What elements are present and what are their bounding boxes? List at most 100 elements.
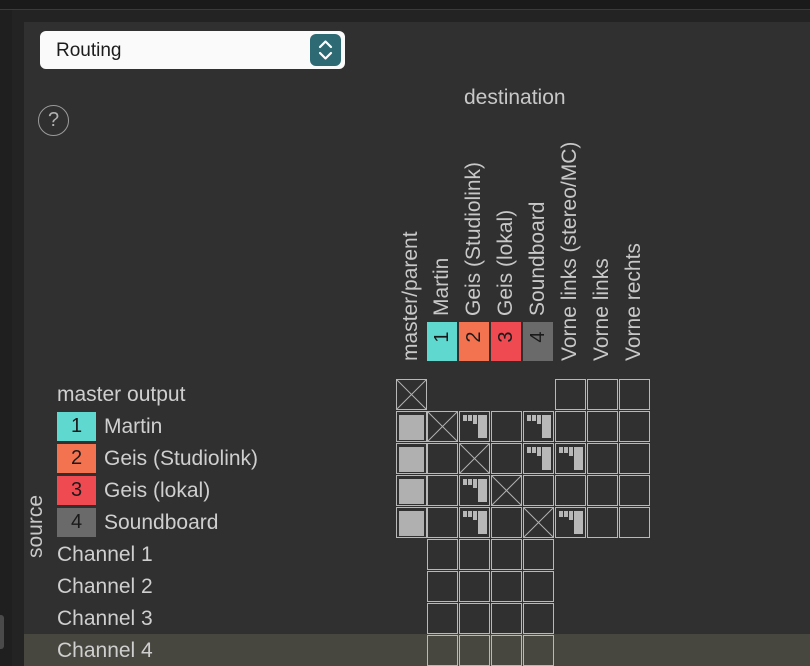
routing-cell[interactable] [523, 603, 554, 634]
routing-cell[interactable] [587, 475, 618, 506]
routing-cell[interactable] [491, 603, 522, 634]
source-label[interactable]: Martin [104, 415, 163, 438]
routing-cell[interactable] [427, 443, 458, 474]
destination-badge-number: 2 [463, 331, 485, 343]
routing-cell[interactable] [427, 475, 458, 506]
routing-cell[interactable] [555, 411, 586, 442]
routing-cell[interactable] [523, 411, 554, 442]
multichannel-icon [559, 511, 583, 534]
routing-cell[interactable] [459, 411, 490, 442]
source-label[interactable]: Channel 3 [57, 607, 153, 630]
source-badge: 2 [57, 444, 96, 473]
routing-cell[interactable] [459, 603, 490, 634]
routing-cell[interactable] [523, 539, 554, 570]
cross-icon [397, 380, 426, 409]
multichannel-icon [463, 415, 487, 438]
routing-cell[interactable] [523, 571, 554, 602]
routing-cell[interactable] [555, 475, 586, 506]
multichannel-icon [559, 447, 583, 470]
routing-cell[interactable] [491, 411, 522, 442]
routing-cell[interactable] [459, 571, 490, 602]
routing-cell[interactable] [619, 443, 650, 474]
routing-cell[interactable] [427, 507, 458, 538]
routing-cell[interactable] [619, 379, 650, 410]
routing-cell [427, 411, 458, 442]
source-label[interactable]: Geis (lokal) [104, 479, 211, 502]
routing-cell[interactable] [427, 571, 458, 602]
source-label[interactable]: master output [57, 383, 186, 406]
master-fill [399, 511, 424, 536]
routing-cell[interactable] [491, 571, 522, 602]
routing-cell[interactable] [587, 411, 618, 442]
routing-cell[interactable] [491, 539, 522, 570]
routing-cell[interactable] [427, 635, 458, 666]
routing-cell[interactable] [396, 507, 427, 538]
routing-cell[interactable] [587, 443, 618, 474]
master-fill [399, 447, 424, 472]
left-strip [0, 10, 12, 666]
routing-cell[interactable] [491, 507, 522, 538]
routing-cell[interactable] [459, 635, 490, 666]
source-badge: 1 [57, 412, 96, 441]
routing-cell [491, 475, 522, 506]
routing-cell[interactable] [459, 475, 490, 506]
source-title: source [24, 494, 47, 558]
source-badge: 3 [57, 476, 96, 505]
routing-cell[interactable] [427, 539, 458, 570]
destination-badge-number: 1 [431, 331, 453, 343]
view-select-value: Routing [56, 40, 122, 61]
routing-cell[interactable] [619, 475, 650, 506]
routing-cell[interactable] [396, 443, 427, 474]
routing-cell[interactable] [619, 411, 650, 442]
routing-cell[interactable] [555, 443, 586, 474]
routing-cell[interactable] [619, 507, 650, 538]
routing-cell[interactable] [459, 507, 490, 538]
routing-cell[interactable] [555, 507, 586, 538]
routing-cell[interactable] [555, 379, 586, 410]
source-label[interactable]: Soundboard [104, 511, 219, 534]
routing-cell[interactable] [396, 411, 427, 442]
destination-badge: 1 [427, 322, 457, 361]
select-arrows-icon[interactable] [310, 34, 341, 66]
source-label[interactable]: Channel 2 [57, 575, 153, 598]
destination-badge: 3 [491, 322, 521, 361]
cross-icon [460, 444, 489, 473]
top-bar [0, 0, 810, 10]
destination-badge: 2 [459, 322, 489, 361]
left-strip-handle[interactable] [0, 615, 4, 649]
multichannel-icon [527, 415, 551, 438]
master-fill [399, 415, 424, 440]
destination-label: Martin [430, 257, 453, 316]
routing-cell[interactable] [491, 443, 522, 474]
routing-cell [523, 507, 554, 538]
cross-icon [492, 476, 521, 505]
destination-label: Vorne links (stereo/MC) [558, 141, 581, 361]
view-select[interactable]: Routing [40, 31, 345, 69]
destination-label: Geis (Studiolink) [462, 161, 485, 316]
routing-cell[interactable] [587, 507, 618, 538]
routing-panel [24, 22, 810, 666]
source-label-selected[interactable]: Channel 4 [57, 639, 153, 662]
cross-icon [524, 508, 553, 537]
routing-cell[interactable] [459, 539, 490, 570]
source-label[interactable]: Channel 1 [57, 543, 153, 566]
routing-cell[interactable] [427, 603, 458, 634]
source-badge: 4 [57, 508, 96, 537]
destination-label: Vorne links [590, 258, 613, 361]
routing-cell [459, 443, 490, 474]
routing-cell[interactable] [523, 635, 554, 666]
help-icon[interactable]: ? [38, 105, 69, 136]
routing-cell[interactable] [587, 379, 618, 410]
routing-cell[interactable] [523, 475, 554, 506]
source-label[interactable]: Geis (Studiolink) [104, 447, 259, 470]
routing-cell[interactable] [396, 475, 427, 506]
selected-row-highlight [24, 634, 810, 666]
routing-cell[interactable] [491, 635, 522, 666]
master-fill [399, 479, 424, 504]
cross-icon [428, 412, 457, 441]
destination-badge-number: 3 [495, 331, 517, 343]
destination-badge-number: 4 [527, 331, 549, 343]
multichannel-icon [463, 479, 487, 502]
destination-label: master/parent [399, 231, 422, 361]
routing-cell[interactable] [523, 443, 554, 474]
